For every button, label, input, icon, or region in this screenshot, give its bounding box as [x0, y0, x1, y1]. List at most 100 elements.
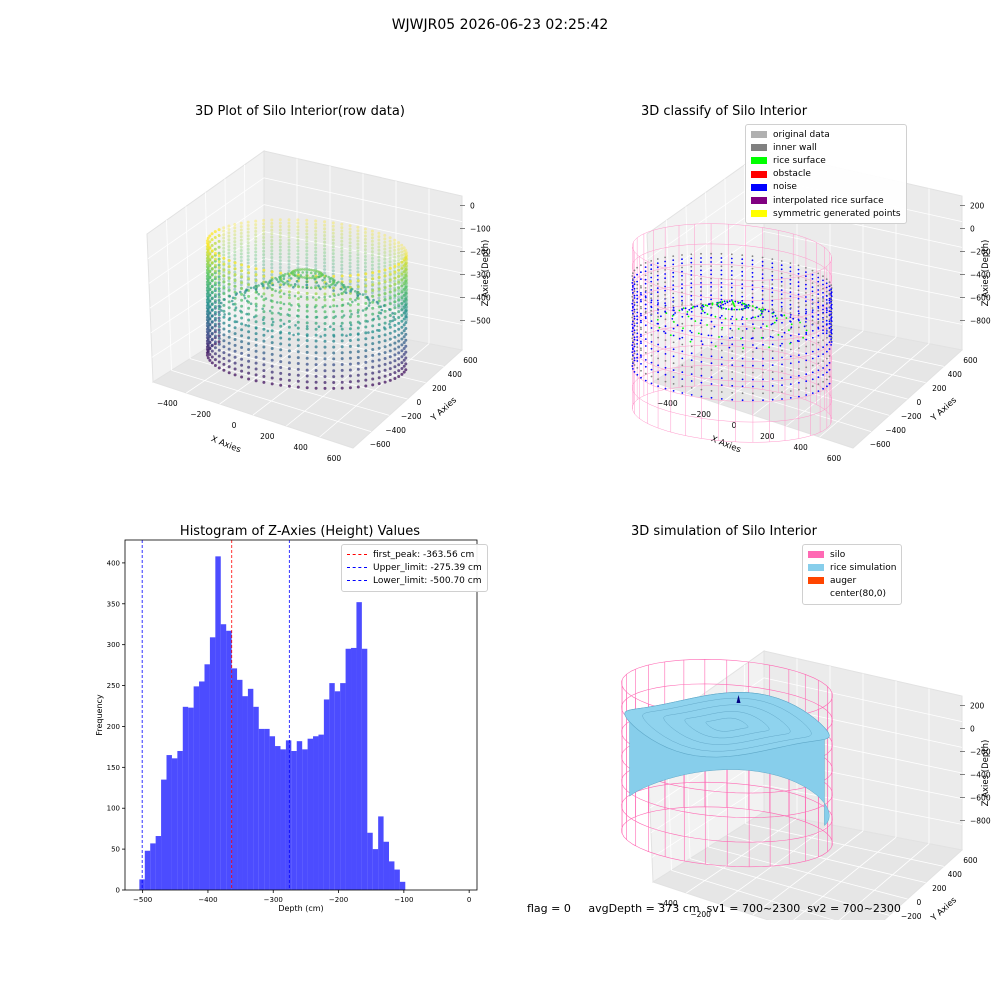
p1-point: [388, 236, 392, 240]
p1-point: [254, 308, 258, 312]
p2-point: [781, 363, 783, 366]
p1-point: [323, 381, 327, 384]
p2-point: [669, 334, 672, 337]
p1-point: [367, 331, 370, 334]
p1-point: [222, 339, 226, 343]
p1-point: [210, 249, 214, 253]
p2-point: [700, 302, 702, 305]
p1-point: [239, 231, 243, 235]
p2-point: [700, 261, 702, 263]
p2-point: [830, 338, 832, 340]
p1-point: [254, 302, 258, 306]
p2-point: [771, 336, 774, 339]
p2-point: [640, 354, 642, 357]
p1-point: [377, 364, 381, 368]
p1-point: [397, 310, 401, 314]
p2-point: [656, 278, 659, 281]
p1-point: [296, 225, 300, 229]
p2-point: [826, 343, 828, 346]
p1-point: [383, 268, 387, 272]
p1-point: [404, 273, 408, 277]
p1-point: [377, 358, 381, 362]
p1-point: [340, 239, 344, 243]
p2-point: [640, 340, 642, 343]
p1-point: [210, 302, 214, 306]
p2-point: [632, 278, 634, 280]
p1-point: [377, 293, 381, 297]
p1-point: [348, 327, 352, 331]
p2-point: [780, 280, 783, 283]
p1-point: [323, 375, 327, 379]
p2-point: [721, 326, 724, 329]
p2-point: [672, 259, 675, 262]
p1-point: [269, 279, 273, 282]
p1-point: [247, 271, 251, 275]
p1-point: [257, 292, 261, 296]
p2-point: [798, 305, 800, 308]
p1-point: [323, 254, 327, 258]
p2-point: [783, 331, 786, 334]
p1-point: [240, 322, 244, 326]
p2-point: [780, 310, 783, 312]
p2-point: [700, 265, 702, 268]
p1-point: [266, 329, 270, 333]
p2-point: [741, 275, 744, 277]
p2-point: [672, 288, 675, 291]
p2-point: [780, 289, 783, 291]
p2-point: [768, 346, 770, 349]
p1-point: [233, 240, 237, 244]
p2-xtick-label: −200: [690, 410, 711, 419]
p2-point: [710, 320, 713, 323]
p1-point: [340, 309, 344, 313]
p2-point: [828, 362, 831, 364]
p1-point: [206, 256, 210, 260]
p1-point: [262, 256, 266, 260]
p1-point: [364, 284, 368, 288]
p1-point: [393, 279, 397, 283]
p2-point: [828, 285, 831, 288]
panel1-title: 3D Plot of Silo Interior(row data): [195, 104, 405, 119]
p2-point: [720, 391, 723, 393]
p1-point: [371, 289, 375, 292]
p2-point: [781, 335, 783, 338]
p2-point: [702, 305, 705, 308]
p2-point: [751, 301, 754, 303]
p2-point: [690, 331, 693, 334]
p2-point: [741, 330, 744, 332]
p4-xtick-label: −400: [657, 899, 678, 908]
p1-point: [340, 321, 344, 325]
p1-point: [402, 253, 406, 256]
p2-point: [750, 337, 753, 340]
p1-point: [282, 292, 286, 296]
p2-point: [650, 334, 653, 336]
p1-point: [363, 251, 367, 255]
p2-point: [822, 367, 824, 369]
p2-point: [681, 315, 684, 318]
p2-point: [805, 308, 807, 311]
p2-point: [761, 273, 764, 275]
p2-point: [633, 269, 636, 272]
p1-point: [377, 235, 381, 239]
p1-point: [405, 271, 409, 275]
p2-point: [720, 290, 723, 293]
p2-point: [681, 295, 683, 298]
p1-point: [400, 266, 404, 270]
p1-point: [350, 312, 353, 316]
p1-point: [358, 292, 362, 296]
p2-point: [754, 306, 757, 309]
p2-point: [664, 387, 667, 390]
p2-point: [633, 322, 636, 325]
p1-point: [305, 321, 309, 325]
p1-point: [217, 334, 221, 338]
p1-point: [247, 283, 251, 287]
p2-point: [640, 293, 642, 296]
histogram-bar: [296, 741, 303, 890]
y-tick-label: 200: [107, 723, 120, 731]
p2-point: [640, 319, 642, 322]
p1-point: [314, 339, 318, 343]
p1-point: [391, 312, 394, 315]
p2-point: [797, 268, 800, 271]
p1-point: [332, 298, 336, 302]
histogram-bar: [193, 686, 200, 890]
p1-point: [402, 270, 406, 274]
